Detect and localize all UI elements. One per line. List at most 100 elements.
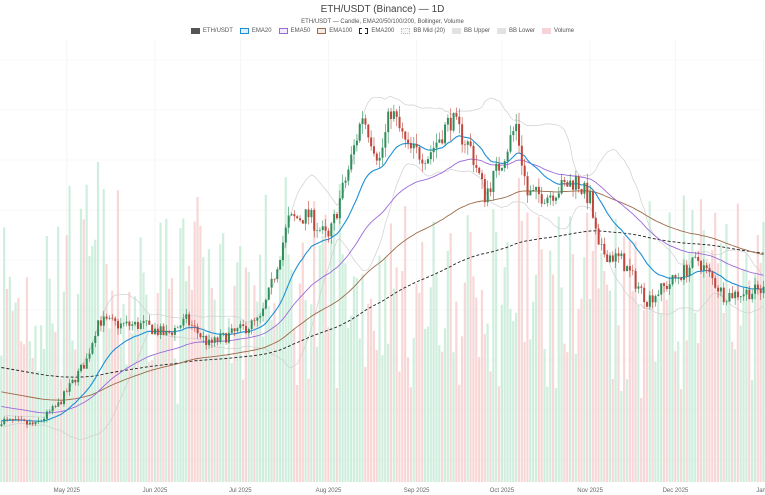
legend-item[interactable]: EMA20 [239, 28, 272, 34]
x-tick-label: Oct 2025 [490, 488, 515, 494]
candle [438, 139, 441, 143]
candle [384, 132, 387, 148]
volume-bar [452, 352, 455, 482]
volume-bar [330, 240, 333, 482]
candle [264, 299, 267, 309]
volume-bar [20, 341, 23, 482]
volume-bar [702, 230, 705, 482]
legend-label: BB Lower [509, 28, 536, 34]
candle [85, 358, 88, 369]
legend-item[interactable]: Volume [542, 28, 574, 34]
legend-item[interactable]: EMA100 [317, 28, 352, 34]
volume-bar [341, 254, 344, 482]
volume-bar [270, 319, 273, 482]
volume-bar [642, 310, 646, 482]
candle [97, 320, 100, 336]
candle [392, 111, 395, 119]
candle [159, 326, 162, 335]
candle [173, 327, 176, 335]
candle [279, 260, 282, 270]
candle [489, 188, 492, 192]
volume-bar [230, 363, 233, 482]
volume-bar [250, 355, 253, 482]
volume-bar [273, 303, 276, 482]
volume-bar [145, 294, 148, 482]
volume-bar [623, 236, 626, 482]
volume-bar [276, 325, 279, 482]
legend-item[interactable]: EMA50 [278, 28, 310, 34]
candle [364, 118, 367, 125]
candle [273, 278, 276, 280]
volume-bar [523, 341, 526, 482]
volume-bar [25, 277, 29, 482]
volume-bar [310, 304, 313, 482]
legend-item[interactable]: BB Upper [452, 28, 490, 34]
candle [557, 193, 560, 198]
volume-bar [77, 294, 80, 482]
candle [318, 230, 321, 231]
candle [694, 256, 697, 258]
candle [714, 278, 717, 288]
volume-bar [529, 339, 532, 482]
legend-item[interactable]: EMA200 [359, 28, 394, 34]
candle [631, 270, 634, 272]
candle [208, 339, 211, 346]
candle [651, 295, 654, 303]
volume-bar [358, 338, 361, 482]
volume-bar [731, 341, 734, 482]
candle [210, 339, 213, 343]
candle [190, 325, 193, 326]
candle [367, 124, 370, 138]
volume-bar [293, 328, 296, 482]
candle [26, 420, 29, 425]
candle [321, 226, 324, 231]
volume-bar [224, 356, 228, 482]
candle [617, 253, 620, 257]
legend-item[interactable]: ETH/USDT [190, 28, 233, 34]
volume-bar [287, 254, 290, 482]
volume-bar [85, 184, 88, 483]
volume-bar [640, 398, 643, 482]
volume-bar [628, 240, 631, 482]
volume-bar [239, 246, 242, 482]
volume-bar [324, 214, 327, 482]
candle [54, 406, 57, 407]
legend-item[interactable]: BB Mid (20) [401, 28, 445, 34]
candle [435, 142, 438, 148]
legend-item[interactable]: BB Lower [497, 28, 535, 34]
candle [31, 422, 34, 425]
volume-bar [517, 178, 521, 482]
volume-bar [679, 389, 683, 482]
candle [284, 227, 287, 243]
candle [515, 123, 518, 132]
candle [381, 147, 384, 158]
volume-bar [463, 282, 466, 482]
candle [395, 111, 398, 117]
chart-title: ETH/USDT (Binance) — 1D [320, 4, 445, 15]
volume-bar [739, 325, 742, 482]
legend-swatch [452, 28, 462, 34]
volume-bar [332, 223, 336, 482]
volume-bar [611, 378, 614, 482]
candle [378, 157, 381, 161]
volume-bar [426, 326, 430, 482]
candle [597, 228, 600, 245]
volume-bar [534, 274, 538, 482]
volume-bar [401, 271, 404, 482]
volume-bar [568, 216, 572, 482]
volume-bar [361, 274, 364, 482]
candle [452, 113, 455, 131]
volume-bar [94, 239, 97, 482]
candle [458, 116, 461, 125]
bb-lower-line [1, 163, 764, 441]
volume-bar [668, 212, 671, 483]
candle [105, 316, 108, 319]
candle [276, 269, 279, 280]
candle [537, 186, 540, 195]
volume-bar [227, 317, 230, 482]
candle [168, 331, 171, 333]
volume-bar [659, 313, 663, 482]
volume-bar [631, 290, 634, 482]
candle [637, 286, 640, 289]
volume-bar [139, 237, 142, 482]
